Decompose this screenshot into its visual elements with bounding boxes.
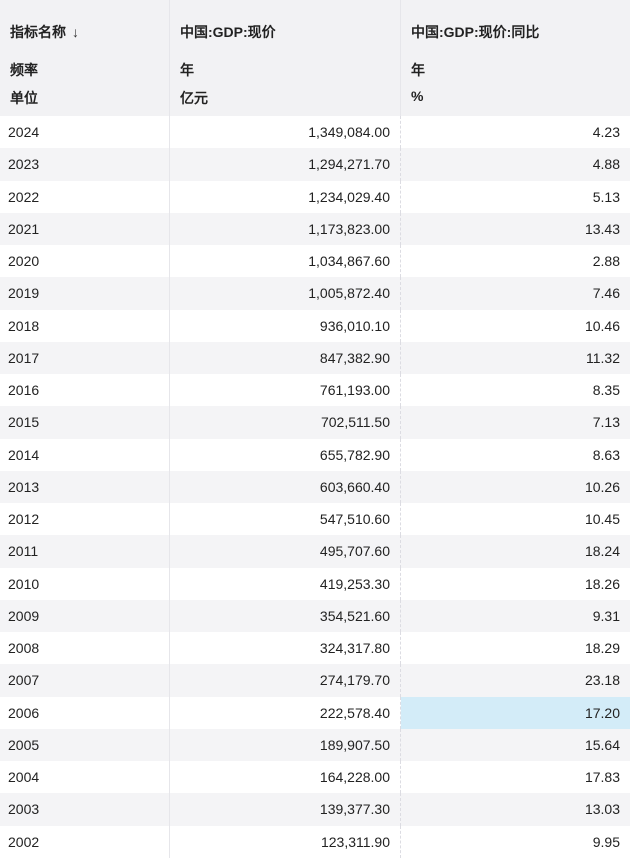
yoy-value-cell[interactable]: 4.23 [401,116,630,149]
year-cell[interactable]: 2022 [0,180,170,213]
year-cell[interactable]: 2007 [0,664,170,697]
gdp-value-cell[interactable]: 547,510.60 [170,503,401,536]
gdp-value-cell[interactable]: 1,234,029.40 [170,180,401,213]
gdp-value-cell[interactable]: 761,193.00 [170,374,401,407]
indicator-name-text: 指标名称 [10,24,66,40]
year-cell[interactable]: 2012 [0,503,170,536]
gdp-value-cell[interactable]: 324,317.80 [170,632,401,665]
year-cell[interactable]: 2010 [0,567,170,600]
gdp-value-cell[interactable]: 1,034,867.60 [170,245,401,278]
gdp-value-cell[interactable]: 189,907.50 [170,728,401,761]
gdp-value-cell[interactable]: 702,511.50 [170,406,401,439]
yoy-value-cell[interactable]: 18.24 [401,535,630,568]
yoy-value-cell[interactable]: 7.46 [401,277,630,310]
yoy-value-cell[interactable]: 23.18 [401,664,630,697]
gdp-value-cell[interactable]: 655,782.90 [170,438,401,471]
year-cell[interactable]: 2003 [0,793,170,826]
gdp-value-cell[interactable]: 495,707.60 [170,535,401,568]
gdp-frequency: 年 [180,62,194,78]
gdp-value-cell[interactable]: 222,578.40 [170,696,401,729]
year-cell[interactable]: 2011 [0,535,170,568]
yoy-value-cell[interactable]: 9.95 [401,825,630,858]
yoy-value-cell[interactable]: 18.29 [401,632,630,665]
yoy-value-cell[interactable]: 7.13 [401,406,630,439]
year-cell[interactable]: 2008 [0,632,170,665]
yoy-value-cell-selected[interactable]: 17.20 [401,696,630,729]
gdp-value-cell[interactable]: 419,253.30 [170,567,401,600]
year-cell[interactable]: 2019 [0,277,170,310]
year-cell[interactable]: 2013 [0,470,170,503]
year-cell[interactable]: 2014 [0,438,170,471]
yoy-value-cell[interactable]: 5.13 [401,180,630,213]
gdp-column-title: 中国:GDP:现价 [180,24,276,40]
year-cell[interactable]: 2005 [0,728,170,761]
gdp-value-cell[interactable]: 354,521.60 [170,599,401,632]
year-cell[interactable]: 2021 [0,212,170,245]
yoy-value-cell[interactable]: 18.26 [401,567,630,600]
yoy-value-cell[interactable]: 10.46 [401,309,630,342]
gdp-value-cell[interactable]: 1,294,271.70 [170,148,401,181]
gdp-value-cell[interactable]: 936,010.10 [170,309,401,342]
yoy-value-cell[interactable]: 8.35 [401,374,630,407]
gdp-value-cell[interactable]: 139,377.30 [170,793,401,826]
yoy-value-cell[interactable]: 11.32 [401,341,630,374]
yoy-value-cell[interactable]: 10.26 [401,470,630,503]
year-cell[interactable]: 2023 [0,148,170,181]
frequency-label: 频率 [10,62,38,78]
gdp-value-cell[interactable]: 603,660.40 [170,470,401,503]
year-cell[interactable]: 2017 [0,341,170,374]
gdp-value-cell[interactable]: 1,173,823.00 [170,212,401,245]
yoy-value-cell[interactable]: 2.88 [401,245,630,278]
indicator-name-label: 指标名称 ↓ [10,22,79,42]
year-cell[interactable]: 2015 [0,406,170,439]
yoy-column-title: 中国:GDP:现价:同比 [411,24,540,40]
gdp-unit: 亿元 [180,90,208,106]
year-cell[interactable]: 2020 [0,245,170,278]
yoy-value-cell[interactable]: 8.63 [401,438,630,471]
year-cell[interactable]: 2009 [0,599,170,632]
yoy-frequency: 年 [411,62,425,78]
yoy-value-cell[interactable]: 13.03 [401,793,630,826]
header-col-gdp[interactable]: 中国:GDP:现价 年 亿元 [170,0,401,116]
yoy-unit: % [411,88,424,104]
gdp-value-cell[interactable]: 1,005,872.40 [170,277,401,310]
year-cell[interactable]: 2024 [0,116,170,149]
header-col-yoy[interactable]: 中国:GDP:现价:同比 年 % [401,0,630,116]
year-cell[interactable]: 2018 [0,309,170,342]
gdp-value-cell[interactable]: 274,179.70 [170,664,401,697]
header-col-indicator[interactable]: 指标名称 ↓ 频率 单位 [0,0,170,116]
yoy-value-cell[interactable]: 15.64 [401,728,630,761]
gdp-value-cell[interactable]: 164,228.00 [170,761,401,794]
gdp-value-cell[interactable]: 123,311.90 [170,825,401,858]
yoy-value-cell[interactable]: 17.83 [401,761,630,794]
yoy-value-cell[interactable]: 13.43 [401,212,630,245]
gdp-value-cell[interactable]: 1,349,084.00 [170,116,401,149]
year-cell[interactable]: 2006 [0,696,170,729]
gdp-value-cell[interactable]: 847,382.90 [170,341,401,374]
year-cell[interactable]: 2004 [0,761,170,794]
year-cell[interactable]: 2016 [0,374,170,407]
sort-down-icon[interactable]: ↓ [72,24,79,40]
unit-label: 单位 [10,90,38,106]
yoy-value-cell[interactable]: 4.88 [401,148,630,181]
yoy-value-cell[interactable]: 9.31 [401,599,630,632]
yoy-value-cell[interactable]: 10.45 [401,503,630,536]
year-cell[interactable]: 2002 [0,825,170,858]
